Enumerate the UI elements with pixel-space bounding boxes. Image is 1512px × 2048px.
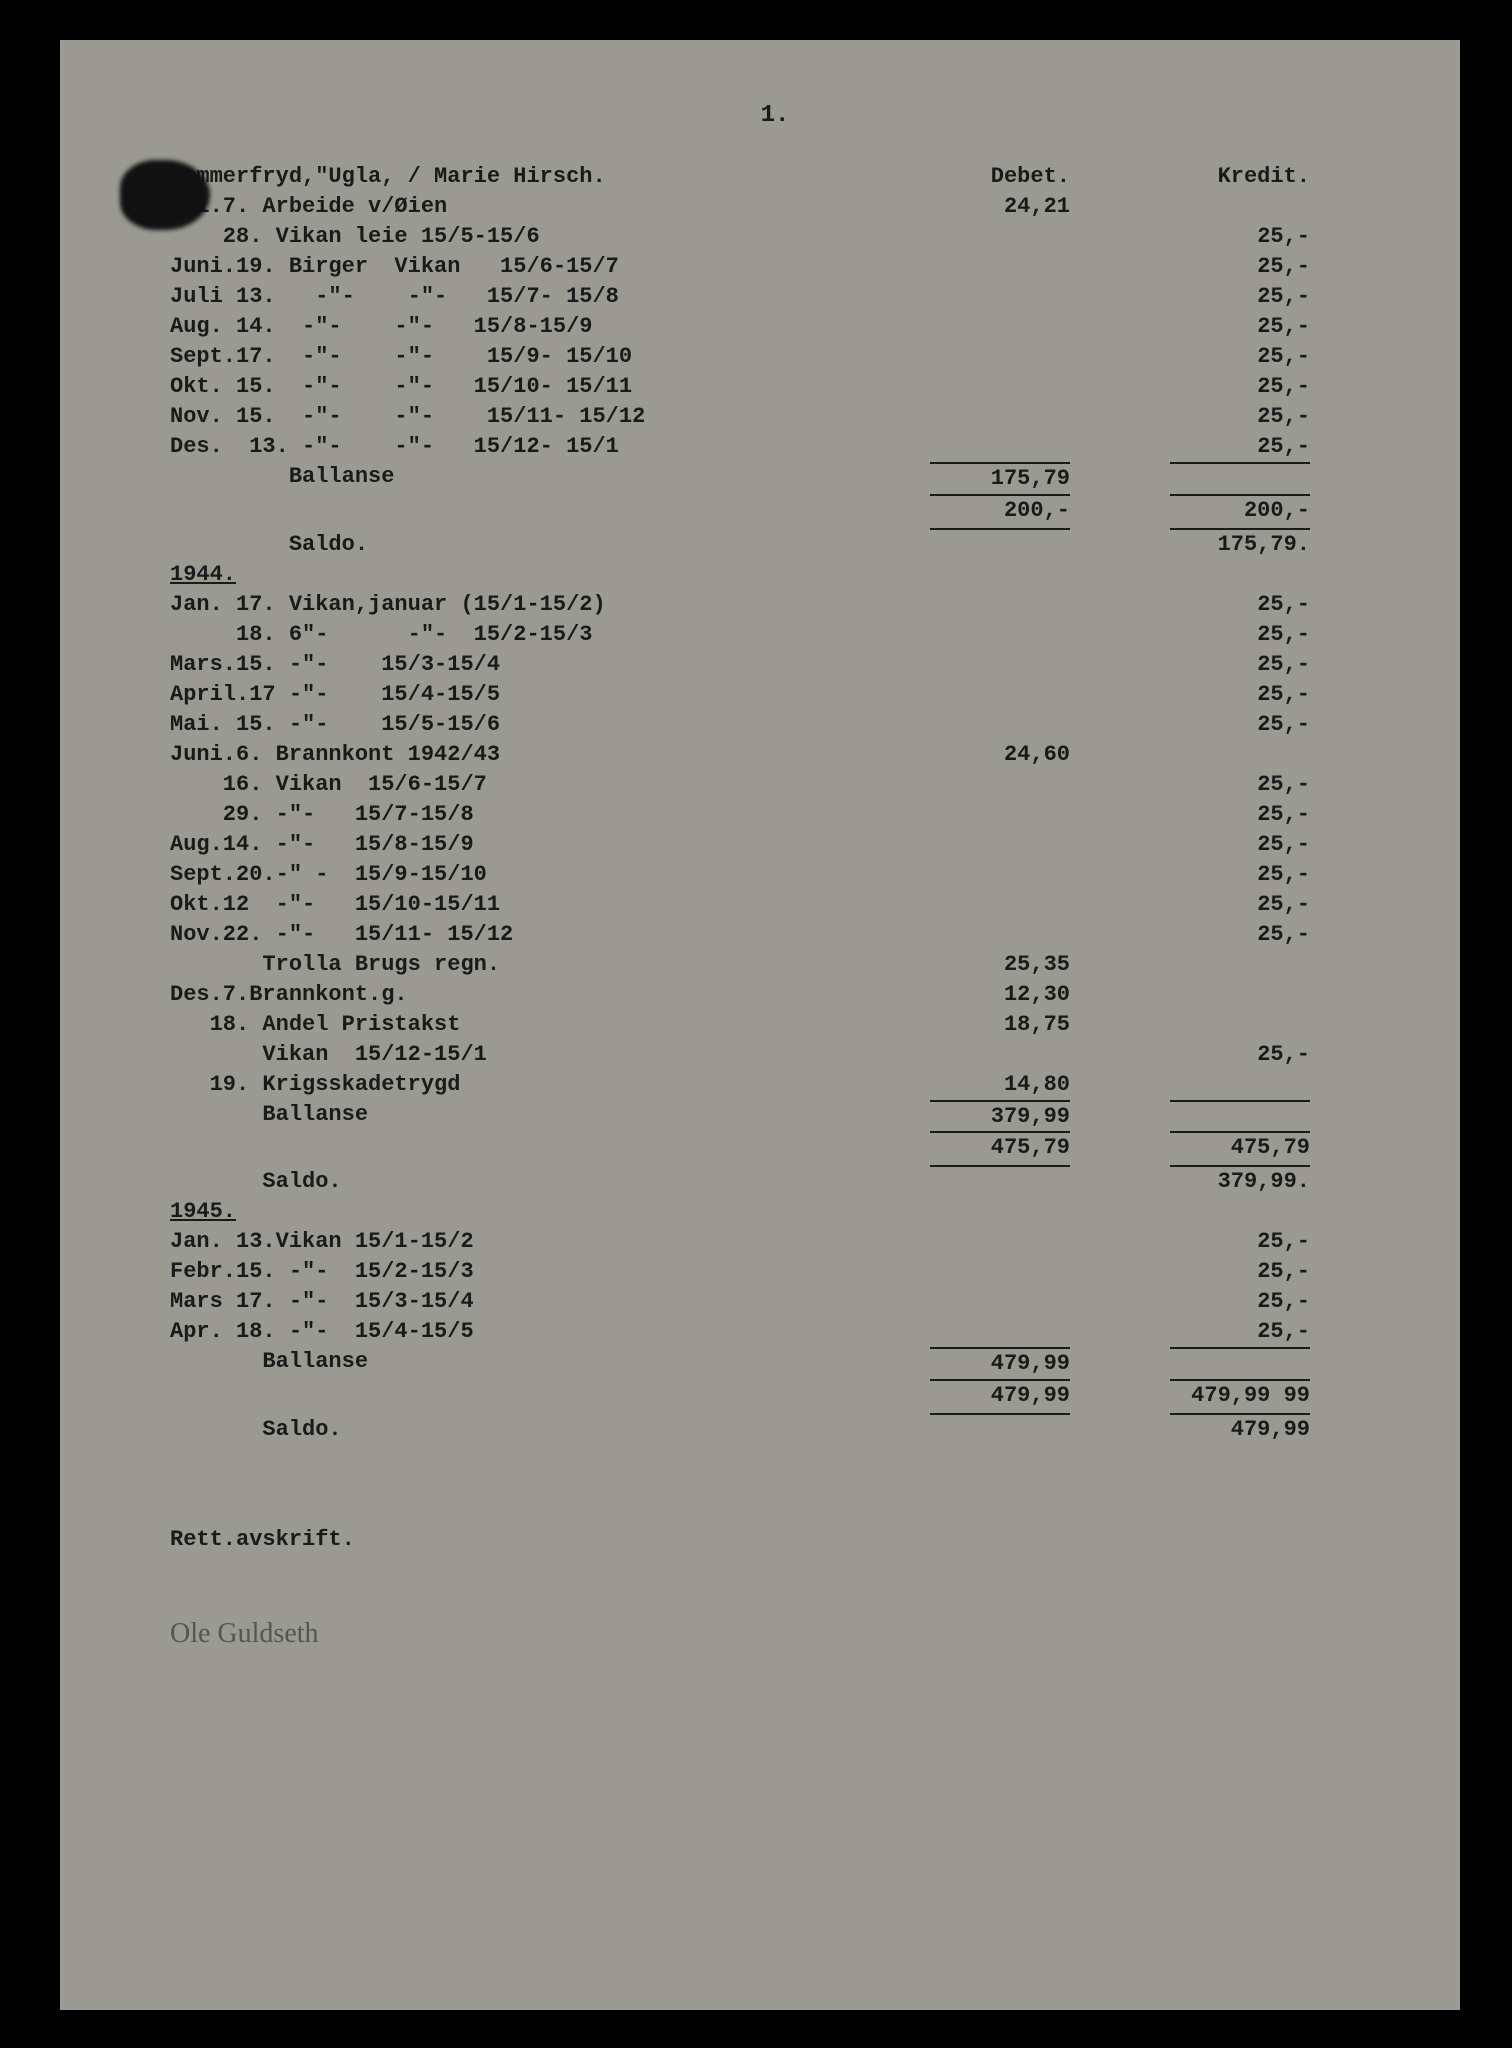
ledger-row: Mai.7. Arbeide v/Øien24,21 <box>170 192 1380 222</box>
sum-row: 200,- 200,- <box>170 494 1380 530</box>
ledger-row: Des. 13. -"- -"- 15/12- 15/125,- <box>170 432 1380 462</box>
ledger-row: 18. 6"- -"- 15/2-15/325,- <box>170 620 1380 650</box>
ledger-row: Des.7.Brannkont.g.12,30 <box>170 980 1380 1010</box>
ledger-row: Nov.22. -"- 15/11- 15/1225,- <box>170 920 1380 950</box>
ledger-row: Juni.19. Birger Vikan 15/6-15/725,- <box>170 252 1380 282</box>
document-page: 1. Sommerfryd,"Ugla, / Marie Hirsch. Deb… <box>60 40 1460 2010</box>
ledger-row: Sept.20.-" - 15/9-15/1025,- <box>170 860 1380 890</box>
ledger-row: 28. Vikan leie 15/5-15/625,- <box>170 222 1380 252</box>
title: Sommerfryd,"Ugla, / Marie Hirsch. <box>170 162 790 192</box>
ledger-row: 29. -"- 15/7-15/825,- <box>170 800 1380 830</box>
rett-avskrift: Rett.avskrift. <box>170 1525 1380 1555</box>
ink-blot <box>120 160 210 230</box>
ledger-row: 16. Vikan 15/6-15/725,- <box>170 770 1380 800</box>
saldo-row: Saldo. 379,99. <box>170 1167 1380 1197</box>
ledger-row: Juli 13. -"- -"- 15/7- 15/825,- <box>170 282 1380 312</box>
ledger-row: Aug. 14. -"- -"- 15/8-15/925,- <box>170 312 1380 342</box>
ledger-row: Jan. 17. Vikan,januar (15/1-15/2)25,- <box>170 590 1380 620</box>
sum-row: 479,99 479,99 99 <box>170 1379 1380 1415</box>
ledger-row: Mars 17. -"- 15/3-15/425,- <box>170 1287 1380 1317</box>
ledger-row: 19. Krigsskadetrygd14,80 <box>170 1070 1380 1100</box>
saldo-row: Saldo. 175,79. <box>170 530 1380 560</box>
ledger-row: Apr. 18. -"- 15/4-15/525,- <box>170 1317 1380 1347</box>
ledger-row: Sept.17. -"- -"- 15/9- 15/1025,- <box>170 342 1380 372</box>
balance-row: Ballanse 479,99 <box>170 1347 1380 1379</box>
signature: Ole Guldseth <box>170 1615 1380 1653</box>
section-1944: Jan. 17. Vikan,januar (15/1-15/2)25,- 18… <box>170 590 1380 950</box>
header-row: Sommerfryd,"Ugla, / Marie Hirsch. Debet.… <box>170 162 1380 192</box>
section-1945: Jan. 13.Vikan 15/1-15/225,-Febr.15. -"- … <box>170 1227 1380 1347</box>
ledger-row: April.17 -"- 15/4-15/525,- <box>170 680 1380 710</box>
ledger-row: Juni.6. Brannkont 1942/4324,60 <box>170 740 1380 770</box>
ledger-row: Jan. 13.Vikan 15/1-15/225,- <box>170 1227 1380 1257</box>
col-kredit: Kredit. <box>1110 162 1310 192</box>
ledger-row: Aug.14. -"- 15/8-15/925,- <box>170 830 1380 860</box>
col-debet: Debet. <box>790 162 1110 192</box>
ledger-row: Febr.15. -"- 15/2-15/325,- <box>170 1257 1380 1287</box>
ledger-row: Trolla Brugs regn.25,35 <box>170 950 1380 980</box>
ledger-row: Nov. 15. -"- -"- 15/11- 15/1225,- <box>170 402 1380 432</box>
ledger-row: 18. Andel Pristakst18,75 <box>170 1010 1380 1040</box>
balance-row: Ballanse 379,99 <box>170 1100 1380 1132</box>
ledger-row: Mars.15. -"- 15/3-15/425,- <box>170 650 1380 680</box>
saldo-row: Saldo. 479,99 <box>170 1415 1380 1445</box>
ledger-row: Vikan 15/12-15/125,- <box>170 1040 1380 1070</box>
ledger-row: Okt. 15. -"- -"- 15/10- 15/1125,- <box>170 372 1380 402</box>
page-number: 1. <box>170 100 1380 132</box>
balance-row: Ballanse 175,79 <box>170 462 1380 494</box>
ledger-row: Mai. 15. -"- 15/5-15/625,- <box>170 710 1380 740</box>
section-1943: Mai.7. Arbeide v/Øien24,21 28. Vikan lei… <box>170 192 1380 462</box>
year-1944: 1944. <box>170 560 1380 590</box>
ledger-row: Okt.12 -"- 15/10-15/1125,- <box>170 890 1380 920</box>
year-1945: 1945. <box>170 1197 1380 1227</box>
sum-row: 475,79 475,79 <box>170 1131 1380 1167</box>
